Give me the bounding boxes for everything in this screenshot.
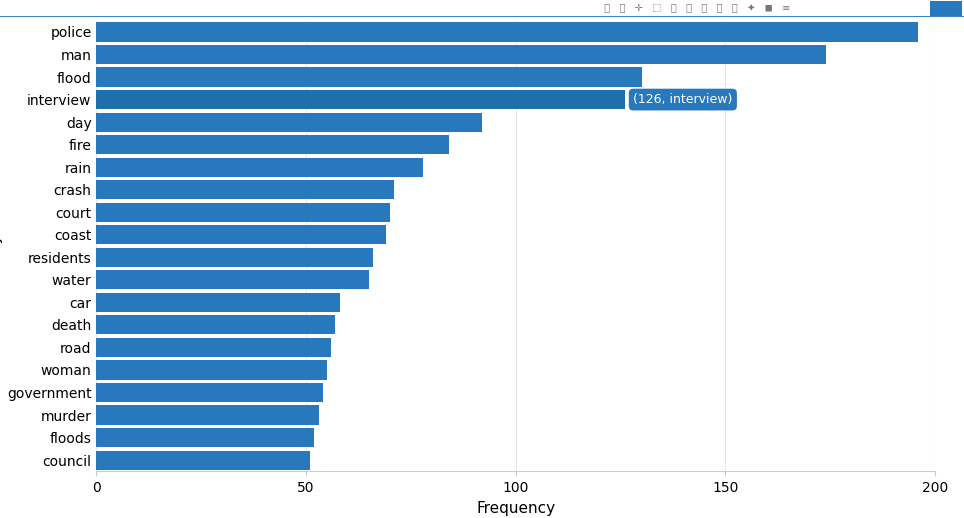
Bar <box>96 112 482 132</box>
Bar <box>96 157 423 177</box>
Bar <box>96 428 314 447</box>
Bar <box>96 225 386 244</box>
Bar <box>96 361 327 380</box>
Bar <box>96 270 369 290</box>
Bar <box>96 315 335 335</box>
Bar <box>96 406 319 425</box>
Text: (126, interview): (126, interview) <box>633 93 733 106</box>
Bar <box>96 22 919 41</box>
X-axis label: Frequency: Frequency <box>476 501 555 515</box>
Bar <box>96 383 323 402</box>
Bar <box>96 293 339 312</box>
Text: 📷   🔍   ✛   ⬚   💬   ➕   ➖   ⛶   🏠   ✦   ◼   ≡: 📷 🔍 ✛ ⬚ 💬 ➕ ➖ ⛶ 🏠 ✦ ◼ ≡ <box>598 3 790 13</box>
Bar <box>96 45 826 64</box>
Bar <box>96 90 625 109</box>
Bar <box>930 1 962 16</box>
Bar <box>96 248 373 267</box>
Bar <box>96 203 389 222</box>
Bar <box>96 451 310 470</box>
Bar <box>96 338 332 357</box>
Bar <box>96 67 641 87</box>
Bar <box>96 180 394 199</box>
Y-axis label: Key: Key <box>0 232 1 260</box>
Bar <box>96 135 448 154</box>
